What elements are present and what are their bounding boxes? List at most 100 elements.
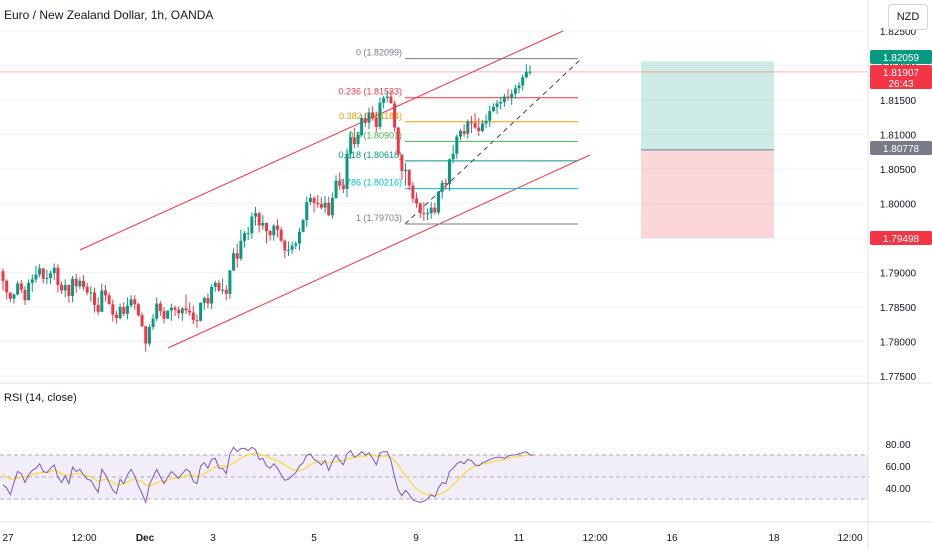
rsi-tick-label: 60.00 (885, 462, 910, 473)
time-tick-label: 3 (210, 533, 216, 544)
candle-body (85, 286, 89, 293)
candle-body (257, 213, 261, 226)
candle-body (147, 327, 151, 344)
countdown-timer: 26:43 (888, 79, 913, 90)
candle-body (521, 77, 525, 86)
candle-body (411, 185, 415, 199)
stop-loss-badge-value: 1.79498 (883, 234, 920, 245)
candle-body (195, 320, 199, 322)
candle-body (447, 159, 451, 185)
candle-body (184, 308, 188, 311)
candle-body (367, 112, 371, 123)
candle-body (440, 182, 444, 192)
candle-body (451, 153, 455, 160)
candle-body (250, 216, 254, 234)
candle-body (415, 198, 419, 204)
candle-body (308, 197, 312, 203)
candle-body (371, 112, 375, 118)
candle-body (202, 298, 206, 303)
candle-body (96, 304, 100, 312)
candle-body (341, 185, 345, 190)
candle-body (290, 245, 294, 250)
candle-body (426, 213, 430, 215)
trend-dashed-line (404, 59, 581, 225)
candle-body (458, 131, 462, 137)
fib-level-label: 1 (1.79703) (356, 213, 402, 223)
candle-body (19, 283, 23, 290)
candle-body (224, 289, 228, 294)
candle-body (305, 202, 309, 221)
fibonacci-retracement[interactable]: 0 (1.82099) 0.236 (1.81533) 0.382 (1.81184… (338, 48, 578, 225)
take-profit-badge-value: 1.82059 (883, 53, 920, 64)
candle-body (466, 121, 470, 134)
candle-body (206, 298, 210, 304)
rsi-line (2, 446, 534, 504)
candle-body (243, 233, 247, 241)
candle-body (177, 309, 181, 314)
candle-body (477, 127, 481, 132)
candle-body (418, 203, 422, 214)
take-profit-zone (641, 61, 774, 150)
candle-body (232, 253, 236, 271)
candle-body (261, 222, 265, 226)
stop-loss-zone (641, 149, 774, 239)
price-tick-label: 1.82500 (880, 27, 917, 38)
candle-body (49, 273, 53, 279)
candle-body (404, 169, 408, 172)
candle-body (5, 280, 9, 293)
candle-body (349, 137, 353, 154)
candle-body (125, 305, 129, 314)
candle-body (528, 71, 532, 73)
candle-body (327, 202, 331, 216)
time-axis[interactable]: 27 12:00 Dec 3 5 9 11 12:00 16 18 12:00 (2, 533, 863, 544)
parallel-channel[interactable] (79, 30, 591, 349)
price-tick-label: 1.80500 (880, 165, 917, 176)
candle-body (235, 253, 239, 259)
candle-body (502, 96, 506, 103)
candle-body (473, 122, 477, 128)
long-position-tool[interactable] (0, 61, 868, 239)
candle-body (114, 314, 118, 319)
candle-body (78, 280, 82, 287)
candle-body (462, 131, 466, 134)
fib-level-label: 0 (1.82099) (356, 48, 402, 58)
candle-body (510, 93, 514, 98)
candle-body (374, 117, 378, 127)
fib-level-label: 0.382 (1.81184) (339, 111, 402, 121)
candle-body (74, 278, 78, 287)
candle-body (118, 307, 122, 319)
candle-body (199, 302, 203, 321)
time-tick-label: 27 (2, 533, 14, 544)
fib-level-label: 0.786 (1.80216) (338, 178, 402, 188)
currency-button[interactable]: NZD (888, 4, 928, 30)
candle-body (111, 304, 115, 315)
candle-body (345, 153, 349, 190)
candle-body (71, 278, 75, 296)
candle-body (158, 303, 162, 312)
candle-body (312, 197, 316, 203)
candle-body (136, 304, 140, 316)
candlestick-series (1, 64, 532, 352)
candle-body (166, 310, 170, 319)
candle-body (151, 318, 155, 328)
candle-body (393, 103, 397, 128)
take-profit-badge (870, 50, 932, 64)
candle-body (323, 202, 327, 208)
candle-body (316, 202, 320, 205)
candle-body (330, 197, 334, 216)
candle-body (100, 290, 104, 312)
price-tick-label: 1.78500 (880, 303, 917, 314)
candle-body (12, 294, 16, 299)
price-tick-label: 1.77500 (880, 372, 917, 383)
candle-body (129, 299, 133, 306)
candle-body (378, 102, 382, 127)
price-tick-label: 1.80000 (880, 200, 917, 211)
candle-body (89, 292, 93, 294)
candle-body (52, 267, 56, 274)
fib-level-label: 0.236 (1.81533) (338, 87, 402, 97)
candle-body (407, 169, 411, 186)
time-tick-label: 18 (768, 533, 780, 544)
time-tick-label: 16 (666, 533, 678, 544)
